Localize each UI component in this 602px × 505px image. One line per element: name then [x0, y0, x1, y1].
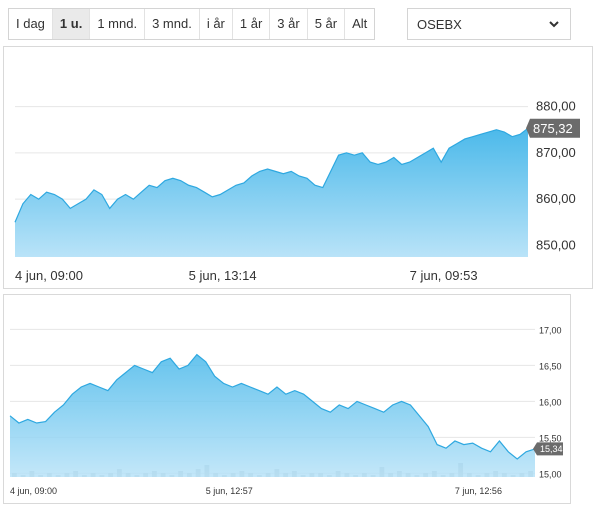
range-tab-2[interactable]: 1 mnd.: [90, 9, 146, 39]
sub-series-line: [9, 353, 536, 460]
main-price-chart: 850,00 860,00 870,00 880,00 4 jun, 09:00 5 ju…: [3, 46, 593, 289]
range-tab-5[interactable]: 1 år: [233, 9, 271, 39]
range-tabs: I dag 1 u. 1 mnd. 3 mnd. i år 1 år 3 år 5 år Alt: [8, 8, 376, 40]
secondary-chart-svg: 15,00 15,50 16,00 16,50 17,00 4 jun, 09:00 5 j…: [9, 325, 563, 496]
sub-x-tick-label: 5 jun, 12:57: [206, 486, 253, 496]
main-x-tick-label: 7 jun, 09:53: [410, 268, 478, 283]
main-y-tick-label: 880,00: [536, 99, 576, 114]
sub-y-tick-label: 16,00: [539, 397, 562, 407]
sub-area: [10, 354, 535, 477]
sub-x-tick-label: 4 jun, 09:00: [10, 486, 57, 496]
range-tab-6[interactable]: 3 år: [270, 9, 308, 39]
range-tab-7[interactable]: 5 år: [308, 9, 346, 39]
main-chart-svg: 850,00 860,00 870,00 880,00 4 jun, 09:00 5 ju…: [14, 99, 580, 283]
sub-y-tick-label: 15,00: [539, 469, 562, 479]
main-y-tick-label: 870,00: [536, 145, 576, 160]
index-select-value: OSEBX: [417, 17, 462, 32]
main-y-tick-label: 850,00: [536, 237, 576, 252]
range-tab-0[interactable]: I dag: [9, 9, 53, 39]
range-tab-4[interactable]: i år: [200, 9, 233, 39]
index-select[interactable]: OSEBX: [407, 8, 571, 40]
secondary-price-chart: 15,00 15,50 16,00 16,50 17,00 4 jun, 09:00 5 j…: [3, 294, 571, 504]
main-series-line: [14, 127, 529, 223]
range-tab-1[interactable]: 1 u.: [52, 9, 91, 39]
sub-last-value-badge: [533, 442, 563, 456]
main-x-tick-label: 5 jun, 13:14: [189, 268, 257, 283]
sub-y-tick-label: 15,50: [539, 433, 562, 443]
main-area: [15, 128, 528, 257]
range-tab-8[interactable]: Alt: [352, 16, 368, 31]
chevron-down-icon: [549, 21, 559, 28]
main-last-value-label: 875,32: [533, 121, 573, 136]
sub-x-tick-label: 7 jun, 12:56: [455, 486, 502, 496]
main-y-tick-label: 860,00: [536, 191, 576, 206]
sub-y-tick-label: 17,00: [539, 325, 562, 335]
range-tab-3[interactable]: 3 mnd.: [145, 9, 200, 39]
main-last-value-badge: [526, 118, 580, 138]
sub-last-value-label: 15,34: [540, 444, 563, 454]
main-x-tick-label: 4 jun, 09:00: [15, 268, 83, 283]
sub-y-tick-label: 16,50: [539, 361, 562, 371]
